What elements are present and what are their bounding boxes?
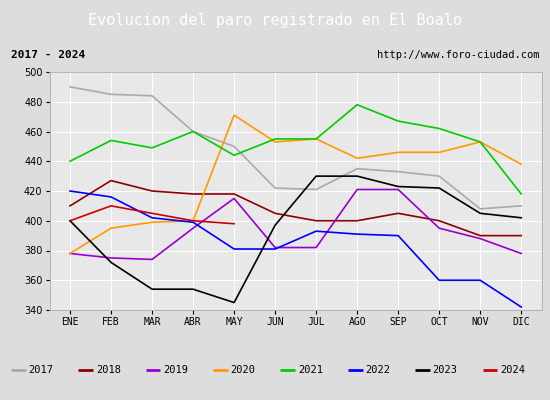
Text: 2023: 2023: [433, 365, 458, 375]
Text: 2020: 2020: [230, 365, 256, 375]
Text: 2024: 2024: [500, 365, 525, 375]
Text: 2021: 2021: [298, 365, 323, 375]
Text: 2018: 2018: [96, 365, 121, 375]
Text: http://www.foro-ciudad.com: http://www.foro-ciudad.com: [377, 50, 539, 60]
Text: 2019: 2019: [163, 365, 188, 375]
Text: 2022: 2022: [365, 365, 390, 375]
Text: 2017 - 2024: 2017 - 2024: [11, 50, 85, 60]
Text: Evolucion del paro registrado en El Boalo: Evolucion del paro registrado en El Boal…: [88, 14, 462, 28]
Text: 2017: 2017: [29, 365, 53, 375]
